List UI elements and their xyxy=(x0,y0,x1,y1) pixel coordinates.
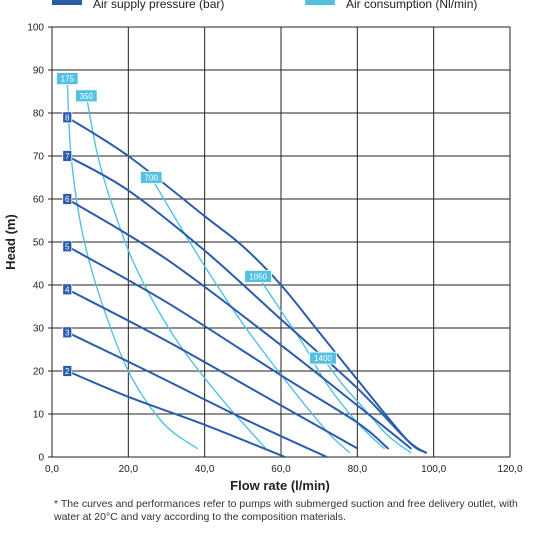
x-tick-label: 80,0 xyxy=(348,464,368,475)
tag-label: 4 xyxy=(65,285,70,294)
tag-box xyxy=(62,150,73,162)
pressure-curve-7 xyxy=(66,155,427,454)
tag-label: 350 xyxy=(80,92,94,101)
tag-box xyxy=(309,351,337,365)
y-tick-label: 20 xyxy=(33,367,45,378)
y-tick-label: 50 xyxy=(33,238,45,249)
tag-label: 1050 xyxy=(249,272,267,281)
tag-label: 5 xyxy=(65,242,70,251)
x-tick-label: 120,0 xyxy=(497,464,522,475)
legend: Air supply pressure (bar) Air consumptio… xyxy=(52,0,477,11)
pressure-curve-8 xyxy=(66,116,427,454)
legend-swatch-pressure xyxy=(52,0,82,5)
tag-box xyxy=(62,283,73,296)
y-tick-label: 40 xyxy=(33,281,45,292)
tag-label: 3 xyxy=(65,328,70,337)
legend-label-pressure: Air supply pressure (bar) xyxy=(93,0,224,11)
y-tick-label: 90 xyxy=(33,66,45,77)
y-tick-label: 30 xyxy=(33,324,45,335)
x-tick-label: 60,0 xyxy=(271,464,291,475)
pressure-tag-2: 2 xyxy=(62,365,73,377)
y-tick-label: 60 xyxy=(33,195,45,206)
tag-box xyxy=(62,193,73,205)
tag-label: 700 xyxy=(145,174,159,183)
tag-box xyxy=(75,89,98,103)
footnote: * The curves and performances refer to p… xyxy=(54,498,518,523)
x-tick-label: 20,0 xyxy=(119,464,139,475)
y-tick-label: 80 xyxy=(33,109,45,120)
consumption-tag-1050: 1050 xyxy=(244,269,272,283)
x-tick-label: 100,0 xyxy=(421,464,446,475)
tag-label: 8 xyxy=(65,113,70,122)
tag-label: 175 xyxy=(61,75,75,84)
x-axis-title: Flow rate (l/min) xyxy=(230,478,330,493)
pressure-curve-4 xyxy=(66,288,359,450)
series-tags: 175 350 700 1050 1400 2 3 4 5 6 7 8 xyxy=(56,72,337,377)
y-axis-title: Head (m) xyxy=(3,214,18,270)
legend-swatch-consumption xyxy=(305,0,335,5)
tag-box xyxy=(62,365,73,377)
y-tick-label: 10 xyxy=(33,410,45,421)
tag-box xyxy=(62,326,73,339)
pressure-tag-8: 8 xyxy=(62,111,73,124)
tag-label: 7 xyxy=(65,152,70,161)
consumption-curve-1400 xyxy=(322,357,412,454)
tag-box xyxy=(62,111,73,124)
pressure-tag-6: 6 xyxy=(62,193,73,205)
tick-labels: 0,0 20,0 40,0 60,0 80,0 100,0 120,0 0 10 20 30 40 50… xyxy=(27,23,523,476)
pressure-tag-4: 4 xyxy=(62,283,73,296)
consumption-tag-700: 700 xyxy=(140,171,163,184)
consumption-tag-350: 350 xyxy=(75,89,98,103)
pressure-tag-5: 5 xyxy=(62,240,73,253)
legend-label-consumption: Air consumption (Nl/min) xyxy=(346,0,477,11)
consumption-curve-700 xyxy=(150,176,351,454)
tag-box xyxy=(62,240,73,253)
pressure-curve-2 xyxy=(66,370,286,458)
pressure-curve-6 xyxy=(66,198,412,450)
tag-label: 6 xyxy=(65,195,70,204)
consumption-curve-350 xyxy=(85,95,267,450)
tag-label: 1400 xyxy=(314,354,332,363)
series-lines xyxy=(66,77,427,458)
y-tick-label: 70 xyxy=(33,152,45,163)
pressure-curve-3 xyxy=(66,331,328,458)
pressure-tag-3: 3 xyxy=(62,326,73,339)
tag-label: 2 xyxy=(65,367,70,376)
consumption-curve-175 xyxy=(66,77,198,450)
x-tick-label: 40,0 xyxy=(195,464,215,475)
pressure-curve-5 xyxy=(66,245,389,450)
x-tick-label: 0,0 xyxy=(45,464,59,475)
tag-box xyxy=(244,269,272,283)
consumption-tag-1400: 1400 xyxy=(309,351,337,365)
pressure-tag-7: 7 xyxy=(62,150,73,162)
y-tick-label: 0 xyxy=(38,453,44,464)
consumption-tag-175: 175 xyxy=(56,72,79,85)
tag-box xyxy=(56,72,79,85)
grid xyxy=(48,26,511,458)
y-tick-label: 100 xyxy=(27,23,44,34)
tag-box xyxy=(140,171,163,184)
